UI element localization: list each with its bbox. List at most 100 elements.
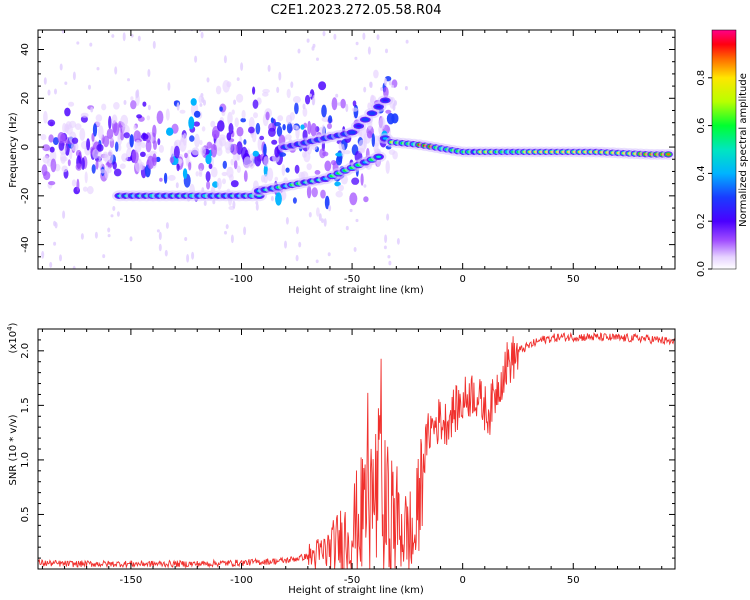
noise-blob — [392, 150, 398, 160]
noise-blob — [253, 112, 258, 119]
noise-blob — [82, 186, 88, 192]
noise-blob — [133, 124, 137, 131]
noise-blob — [257, 137, 263, 151]
noise-blob — [322, 151, 329, 157]
y-tick-label: 1.0 — [20, 452, 31, 468]
noise-blob — [120, 114, 129, 127]
noise-speck — [391, 84, 394, 88]
noise-speck — [41, 250, 45, 259]
noise-blob — [129, 134, 134, 148]
upper-rising-track-core — [349, 131, 355, 134]
noise-blob — [199, 139, 203, 146]
chart-title: C2E1.2023.272.05.58.R04 — [270, 3, 441, 18]
noise-blob — [189, 135, 195, 142]
noise-blob — [62, 122, 67, 133]
noise-speck — [387, 255, 391, 259]
noise-blob — [190, 98, 197, 106]
spectrogram-panel: -150 -100 -50 0 50 -40 -20 0 20 40 Height of str… — [8, 29, 676, 296]
noise-speck — [405, 39, 409, 44]
noise-blob — [221, 171, 228, 177]
noise-blob — [341, 143, 345, 158]
noise-blob — [240, 118, 246, 123]
noise-blob — [76, 178, 80, 192]
noise-speck — [194, 55, 198, 63]
colorbar-tick-label: 0.8 — [696, 70, 707, 86]
noise-blob — [74, 123, 82, 130]
noise-blob — [383, 86, 389, 99]
noise-blob — [260, 174, 266, 183]
noise-blob — [140, 151, 146, 157]
noise-speck — [380, 87, 384, 91]
y-tick-label: -20 — [20, 188, 31, 204]
noise-speck — [88, 84, 91, 90]
noise-blob — [193, 110, 201, 118]
noise-blob — [302, 107, 308, 117]
noise-speck — [315, 259, 319, 264]
noise-blob — [64, 107, 71, 117]
noise-speck — [385, 48, 388, 54]
noise-blob — [49, 149, 57, 163]
y-tick-label: 2.0 — [20, 343, 31, 359]
noise-blob — [268, 127, 276, 137]
noise-blob — [131, 149, 139, 164]
noise-blob — [286, 88, 291, 99]
y-tick-label: 1.5 — [20, 397, 31, 413]
snr-y-ticks: 0.5 1.0 1.5 2.0 — [20, 339, 675, 559]
noise-blob — [248, 126, 255, 134]
noise-blob — [211, 143, 217, 158]
colorbar-ticks: 0.0 0.2 0.4 0.6 0.8 — [696, 70, 712, 277]
noise-speck — [232, 200, 236, 209]
noise-blob — [147, 155, 155, 170]
noise-blob — [179, 137, 187, 152]
noise-blob — [352, 100, 357, 107]
noise-speck — [127, 78, 130, 82]
noise-blob — [360, 173, 364, 186]
noise-blob — [230, 158, 234, 166]
noise-blob — [106, 128, 114, 140]
noise-blob — [321, 104, 327, 118]
noise-blob — [188, 161, 192, 171]
noise-blob — [351, 107, 358, 112]
noise-blob — [206, 141, 213, 149]
noise-blob — [274, 122, 281, 127]
noise-blob — [305, 94, 311, 105]
noise-speck — [337, 102, 341, 106]
noise-blob — [320, 189, 326, 199]
noise-speck — [152, 40, 156, 49]
noise-speck — [96, 67, 100, 71]
noise-blob — [159, 177, 163, 182]
noise-speck — [311, 97, 315, 106]
noise-speck — [110, 214, 114, 218]
upper-rising-track-core — [376, 105, 381, 108]
noise-blob — [182, 168, 188, 180]
noise-speck — [129, 236, 133, 242]
noise-blob — [184, 152, 188, 159]
noise-blob — [370, 94, 375, 104]
noise-blob — [102, 151, 109, 162]
noise-speck — [345, 103, 349, 113]
x-tick-label: -100 — [230, 274, 253, 285]
noise-blob — [65, 121, 72, 130]
noise-blob — [96, 144, 104, 152]
noise-blob — [266, 167, 274, 182]
x-tick-label: 0 — [459, 274, 465, 285]
noise-blob — [338, 142, 343, 150]
noise-blob — [201, 126, 206, 132]
noise-blob — [371, 133, 375, 148]
y-tick-label: 0.5 — [20, 507, 31, 523]
noise-blob — [134, 139, 142, 153]
noise-blob — [42, 144, 50, 152]
noise-blob — [230, 143, 238, 155]
noise-speck — [354, 56, 358, 61]
noise-blob — [170, 145, 174, 159]
noise-speck — [76, 41, 80, 45]
noise-speck — [355, 218, 359, 223]
noise-blob — [142, 101, 147, 107]
colorbar-tick-label: 0.6 — [696, 118, 707, 134]
noise-blob — [243, 170, 248, 182]
noise-speck — [316, 57, 319, 61]
noise-blob — [222, 178, 226, 185]
colorbar-tick-label: 0.4 — [696, 165, 707, 181]
noise-blob — [243, 139, 247, 145]
noise-blob — [169, 156, 175, 164]
